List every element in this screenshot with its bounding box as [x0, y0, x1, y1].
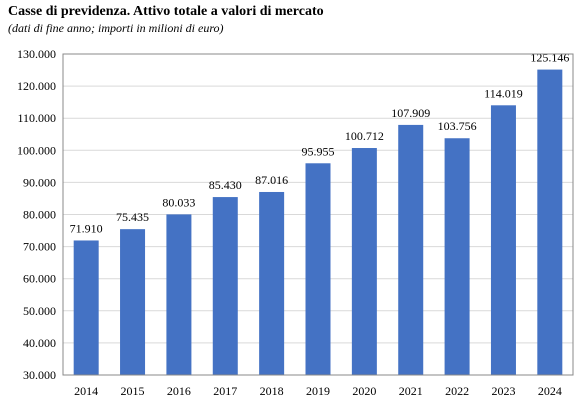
x-tick-label: 2014	[74, 384, 98, 398]
y-tick-label: 90.000	[23, 175, 56, 189]
bar-2016	[166, 214, 192, 375]
y-tick-label: 120.000	[17, 79, 56, 93]
bar-2020	[351, 148, 377, 375]
data-label-2022: 103.756	[438, 119, 477, 133]
bar-2014	[73, 240, 99, 375]
x-tick-label: 2018	[260, 384, 284, 398]
x-tick-label: 2020	[352, 384, 376, 398]
bars	[73, 69, 563, 376]
bar-2024	[537, 69, 563, 376]
data-label-2018: 87.016	[255, 173, 288, 187]
y-tick-label: 50.000	[23, 304, 56, 318]
y-tick-label: 60.000	[23, 272, 56, 286]
bar-2018	[259, 191, 285, 375]
x-tick-label: 2017	[213, 384, 237, 398]
y-tick-label: 130.000	[17, 47, 56, 61]
y-tick-label: 30.000	[23, 368, 56, 382]
x-tick-label: 2021	[399, 384, 423, 398]
data-label-2020: 100.712	[345, 129, 384, 143]
y-tick-label: 40.000	[23, 336, 56, 350]
plot-frame	[62, 53, 574, 376]
y-tick-label: 110.000	[17, 111, 56, 125]
data-label-2014: 71.910	[70, 221, 103, 235]
data-label-2019: 95.955	[302, 144, 335, 158]
data-label-2015: 75.435	[116, 210, 149, 224]
chart-title: Casse di previdenza. Attivo totale a val…	[8, 4, 324, 19]
y-tick-label: 70.000	[23, 240, 56, 254]
bar-2022	[444, 138, 470, 375]
x-tick-label: 2016	[167, 384, 191, 398]
gridlines	[63, 85, 573, 344]
bar-2015	[120, 229, 146, 375]
x-tick-label: 2023	[491, 384, 515, 398]
bar-2023	[490, 105, 516, 375]
x-tick-label: 2022	[445, 384, 469, 398]
x-tick-label: 2024	[538, 384, 562, 398]
y-axis: 30.000 40.000 50.000 60.000 70.000 80.000 90.0…	[17, 47, 56, 382]
y-tick-label: 80.000	[23, 208, 56, 222]
data-label-2016: 80.033	[162, 195, 195, 209]
y-tick-label: 100.000	[17, 143, 56, 157]
data-label-2023: 114.019	[484, 86, 523, 100]
data-labels: 71.910 75.435 80.033 85.430 87.016 95.955 100.…	[70, 51, 570, 236]
x-tick-label: 2015	[121, 384, 145, 398]
bar-2021	[398, 124, 424, 375]
x-axis: 2014 2015 2016 2017 2018 2019 2020 2021 2022 2023…	[74, 384, 562, 398]
data-label-2017: 85.430	[209, 178, 242, 192]
data-label-2024: 125.146	[530, 51, 569, 65]
bar-2017	[212, 197, 238, 375]
bar-2019	[305, 163, 331, 375]
chart-subtitle: (dati di fine anno; importi in milioni d…	[8, 21, 224, 35]
data-label-2021: 107.909	[391, 106, 430, 120]
x-tick-label: 2019	[306, 384, 330, 398]
